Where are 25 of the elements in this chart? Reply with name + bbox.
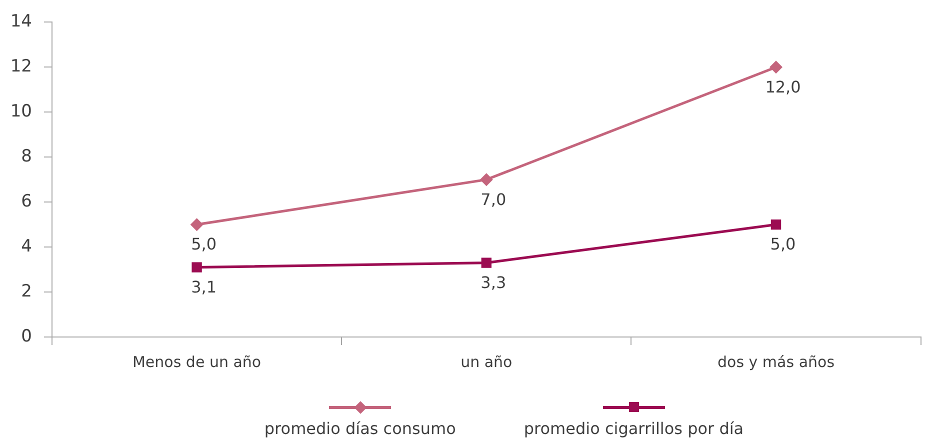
point (481, 258, 492, 268)
point (770, 219, 782, 230)
data-label: 5,0 (770, 234, 796, 254)
data-label: 12,0 (765, 77, 801, 96)
data-label: 3,3 (480, 272, 506, 292)
y-tick-label: 14 (10, 12, 32, 32)
point (770, 60, 782, 74)
y-tick-label: 10 (10, 102, 32, 122)
legend-label: promedio cigarrillos por día (524, 419, 744, 439)
y-tick-label: 4 (21, 236, 32, 256)
data-label: 7,0 (480, 190, 506, 209)
legend-label: promedio días consumo (264, 419, 456, 439)
x-tick-label: un año (460, 352, 512, 371)
point (480, 173, 493, 186)
y-tick-label: 2 (21, 281, 32, 302)
x-tick-label: dos y más años (717, 352, 835, 371)
y-tick-label: 0 (21, 326, 32, 346)
data-label: 3,1 (191, 277, 217, 296)
point (192, 262, 202, 272)
y-tick-label: 6 (21, 192, 32, 212)
x-tick-label: Menos de un año (132, 352, 262, 371)
data-label: 5,0 (191, 234, 217, 254)
y-tick-label: 12 (10, 56, 32, 77)
point (190, 218, 204, 232)
y-tick-label: 8 (21, 146, 32, 167)
